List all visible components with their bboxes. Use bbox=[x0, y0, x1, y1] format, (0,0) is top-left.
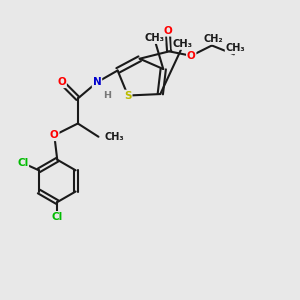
Text: Cl: Cl bbox=[52, 212, 63, 222]
Text: N: N bbox=[93, 77, 101, 87]
Text: O: O bbox=[187, 51, 196, 61]
Text: O: O bbox=[50, 130, 59, 140]
Text: CH₃: CH₃ bbox=[172, 39, 192, 49]
Text: S: S bbox=[124, 91, 132, 100]
Text: CH₃: CH₃ bbox=[226, 44, 245, 53]
Text: CH₃: CH₃ bbox=[144, 33, 164, 43]
Text: O: O bbox=[163, 26, 172, 36]
Text: CH₃: CH₃ bbox=[105, 132, 124, 142]
Text: CH₂: CH₂ bbox=[203, 34, 223, 44]
Text: Cl: Cl bbox=[17, 158, 28, 168]
Text: O: O bbox=[57, 77, 66, 87]
Text: H: H bbox=[103, 91, 111, 100]
